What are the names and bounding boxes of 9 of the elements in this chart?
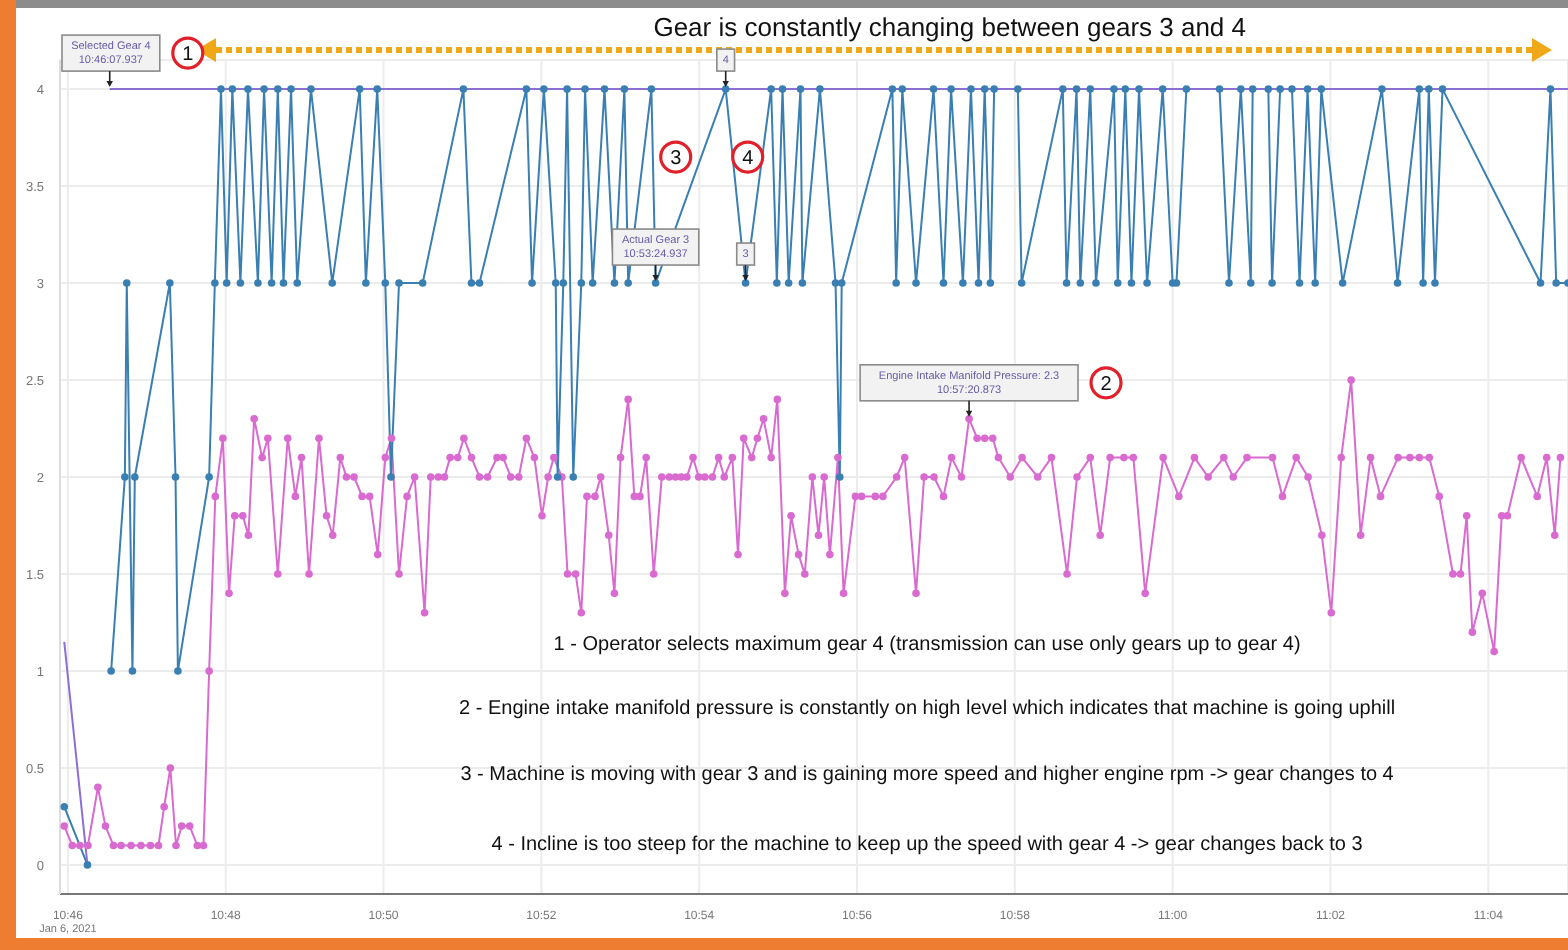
annotation: 4 - Incline is too steep for the machine to keep up the speed with gear 4 -> gear changes back to 3 <box>491 834 1364 856</box>
annotation: 3 - Machine is moving with gear 3 and is gaining more speed and higher engine rpm -> gear changes to 4 <box>460 764 1395 786</box>
annotation: 3 <box>670 148 683 171</box>
annotation: 4 <box>742 148 755 171</box>
annotation: 1 - Operator selects maximum gear 4 (transmission can use only gears up to gear 4) <box>553 634 1301 656</box>
annotation: 2 <box>1100 373 1113 396</box>
annotation: 1 <box>182 44 195 67</box>
annotation: 2 - Engine intake manifold pressure is constantly on high level which indicates that machine is going uphill <box>459 698 1396 720</box>
text: Gear is constantly changing between gears 3 and 4 <box>653 12 1247 42</box>
